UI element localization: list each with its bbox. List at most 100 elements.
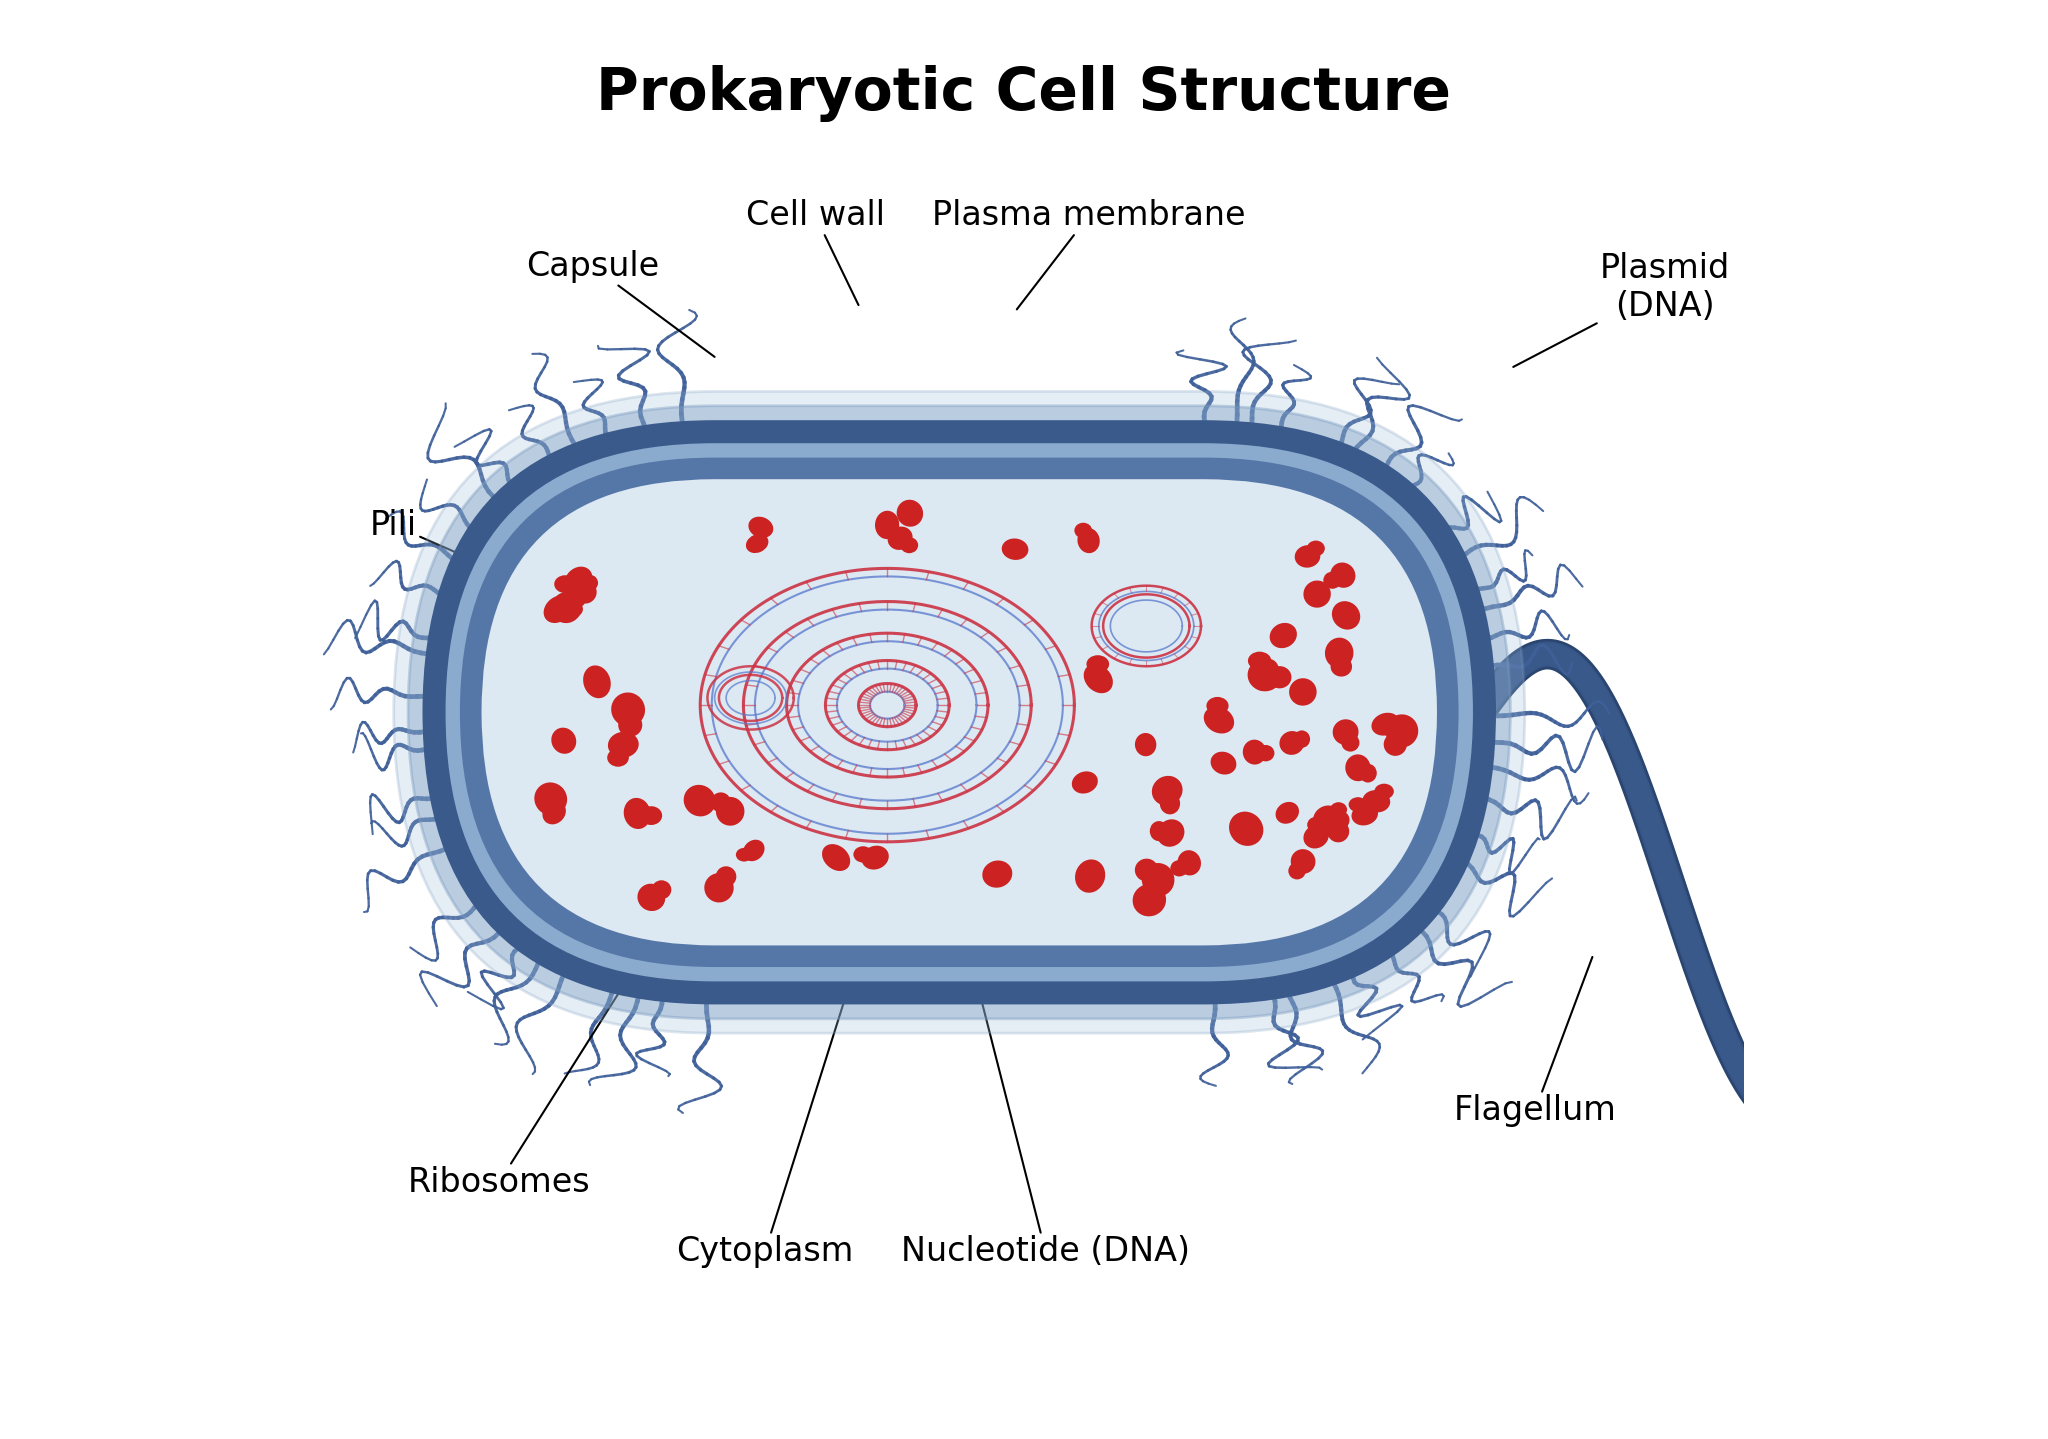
FancyBboxPatch shape <box>393 391 1526 1033</box>
Ellipse shape <box>1313 806 1343 837</box>
Ellipse shape <box>651 881 672 899</box>
Ellipse shape <box>711 793 731 813</box>
Ellipse shape <box>717 797 745 826</box>
Ellipse shape <box>1276 802 1298 823</box>
Text: Prokaryotic Cell Structure: Prokaryotic Cell Structure <box>596 65 1452 122</box>
Ellipse shape <box>1288 678 1317 705</box>
Ellipse shape <box>1243 740 1266 764</box>
Ellipse shape <box>573 580 596 603</box>
Ellipse shape <box>584 665 610 698</box>
Ellipse shape <box>1327 820 1350 842</box>
Ellipse shape <box>1133 884 1165 917</box>
Ellipse shape <box>1204 707 1235 734</box>
Ellipse shape <box>1384 714 1419 747</box>
Ellipse shape <box>1352 804 1378 826</box>
Ellipse shape <box>1346 754 1370 781</box>
Ellipse shape <box>1280 731 1305 755</box>
Text: Plasmid
(DNA): Plasmid (DNA) <box>1513 252 1731 367</box>
FancyBboxPatch shape <box>446 443 1473 981</box>
Ellipse shape <box>1294 731 1311 748</box>
Ellipse shape <box>551 591 582 623</box>
Ellipse shape <box>535 783 567 816</box>
Ellipse shape <box>705 873 733 902</box>
Ellipse shape <box>901 537 918 553</box>
Text: Pili: Pili <box>371 509 543 590</box>
Ellipse shape <box>897 499 924 527</box>
Ellipse shape <box>735 848 752 862</box>
FancyBboxPatch shape <box>461 458 1458 967</box>
Text: Cell wall: Cell wall <box>745 200 885 305</box>
Ellipse shape <box>1157 819 1184 846</box>
Ellipse shape <box>608 732 639 758</box>
Ellipse shape <box>551 728 575 754</box>
Ellipse shape <box>1270 623 1296 648</box>
Ellipse shape <box>1251 659 1280 691</box>
Ellipse shape <box>1288 862 1307 879</box>
Ellipse shape <box>1290 849 1315 873</box>
Ellipse shape <box>1083 665 1112 694</box>
Ellipse shape <box>637 884 666 911</box>
Ellipse shape <box>1331 656 1352 676</box>
Ellipse shape <box>1169 861 1188 876</box>
Ellipse shape <box>821 845 850 871</box>
Ellipse shape <box>1341 734 1360 751</box>
Ellipse shape <box>1135 732 1157 757</box>
Ellipse shape <box>1360 764 1376 783</box>
Ellipse shape <box>1210 751 1237 774</box>
Ellipse shape <box>543 596 571 623</box>
Ellipse shape <box>625 797 651 829</box>
Ellipse shape <box>1331 563 1356 587</box>
Text: Plasma membrane: Plasma membrane <box>932 200 1245 309</box>
Ellipse shape <box>1229 812 1264 846</box>
Ellipse shape <box>1350 797 1368 812</box>
Ellipse shape <box>1075 859 1106 892</box>
Ellipse shape <box>1325 810 1350 832</box>
Ellipse shape <box>854 846 872 862</box>
Ellipse shape <box>1151 776 1182 806</box>
Ellipse shape <box>1077 528 1100 553</box>
Ellipse shape <box>1143 863 1174 896</box>
Ellipse shape <box>1268 666 1292 688</box>
Ellipse shape <box>1384 732 1407 755</box>
Ellipse shape <box>684 784 715 816</box>
Ellipse shape <box>1075 522 1092 538</box>
Ellipse shape <box>1247 659 1282 691</box>
Text: Capsule: Capsule <box>526 250 715 357</box>
Ellipse shape <box>1178 850 1200 875</box>
Ellipse shape <box>1257 745 1274 761</box>
Ellipse shape <box>565 567 592 594</box>
Ellipse shape <box>555 576 575 593</box>
Ellipse shape <box>1362 790 1391 813</box>
Ellipse shape <box>874 511 899 540</box>
Text: Ribosomes: Ribosomes <box>408 921 664 1199</box>
Ellipse shape <box>1294 545 1321 567</box>
Ellipse shape <box>606 748 629 767</box>
Ellipse shape <box>561 600 584 617</box>
Ellipse shape <box>1374 784 1395 799</box>
Ellipse shape <box>862 846 889 869</box>
Ellipse shape <box>582 574 598 591</box>
Ellipse shape <box>610 692 645 727</box>
Ellipse shape <box>715 866 737 886</box>
Ellipse shape <box>1206 696 1229 715</box>
Ellipse shape <box>1372 712 1399 735</box>
Ellipse shape <box>1303 825 1329 849</box>
Ellipse shape <box>1307 541 1325 557</box>
Ellipse shape <box>743 840 764 861</box>
Ellipse shape <box>1323 571 1341 589</box>
Ellipse shape <box>1001 538 1028 560</box>
Text: Flagellum: Flagellum <box>1454 957 1616 1127</box>
Ellipse shape <box>1135 859 1159 882</box>
FancyBboxPatch shape <box>481 479 1438 945</box>
Ellipse shape <box>565 586 586 609</box>
Ellipse shape <box>1331 602 1360 630</box>
Ellipse shape <box>618 714 643 737</box>
Ellipse shape <box>1149 822 1167 842</box>
Ellipse shape <box>1159 793 1180 814</box>
Ellipse shape <box>748 517 774 538</box>
Ellipse shape <box>1325 637 1354 668</box>
Ellipse shape <box>983 861 1012 888</box>
Ellipse shape <box>543 802 565 825</box>
Ellipse shape <box>1307 817 1325 833</box>
Ellipse shape <box>1247 652 1272 671</box>
